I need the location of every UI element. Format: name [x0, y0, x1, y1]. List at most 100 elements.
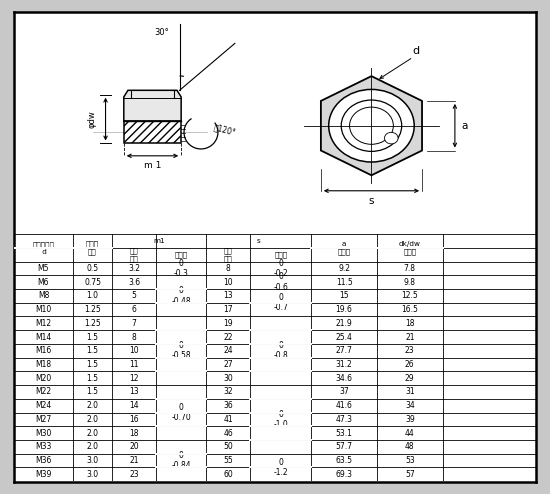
Text: 7: 7	[132, 319, 136, 328]
Text: 0
-1.0: 0 -1.0	[273, 410, 288, 429]
Text: M24: M24	[35, 401, 52, 410]
Text: M36: M36	[35, 456, 52, 465]
Text: 21.9: 21.9	[336, 319, 353, 328]
Text: m 1: m 1	[144, 161, 161, 170]
Text: 31.2: 31.2	[336, 360, 353, 369]
Text: dk/dw
（約）: dk/dw （約）	[399, 241, 421, 255]
Text: 13: 13	[129, 387, 139, 397]
Text: M10: M10	[35, 305, 52, 314]
Text: M14: M14	[35, 332, 52, 341]
Text: 47.3: 47.3	[336, 415, 353, 424]
Text: 許容差: 許容差	[274, 251, 287, 258]
Text: 0
-0.6: 0 -0.6	[273, 273, 288, 292]
Text: 0
-0.2: 0 -0.2	[273, 259, 288, 278]
Text: 13: 13	[223, 291, 233, 300]
Text: 1.5: 1.5	[86, 332, 98, 341]
Text: 60: 60	[223, 470, 233, 479]
Circle shape	[350, 107, 393, 144]
Text: s: s	[368, 196, 374, 206]
Text: 1.25: 1.25	[84, 319, 101, 328]
Text: M22: M22	[35, 387, 52, 397]
Text: 29: 29	[405, 374, 415, 383]
Circle shape	[341, 100, 402, 151]
Text: 14: 14	[129, 401, 139, 410]
Text: 12.5: 12.5	[402, 291, 418, 300]
Text: 48: 48	[405, 442, 415, 452]
Text: 7.8: 7.8	[404, 264, 416, 273]
Text: 11: 11	[129, 360, 139, 369]
Text: 0
-0.48: 0 -0.48	[172, 286, 191, 306]
Text: M8: M8	[38, 291, 49, 300]
Text: 23: 23	[405, 346, 415, 355]
Text: 3.0: 3.0	[86, 470, 98, 479]
Text: 1.5: 1.5	[86, 374, 98, 383]
Text: 63.5: 63.5	[336, 456, 353, 465]
Text: 57.7: 57.7	[336, 442, 353, 452]
Circle shape	[329, 89, 414, 162]
Text: M16: M16	[35, 346, 52, 355]
Text: 69.3: 69.3	[336, 470, 353, 479]
Text: 22: 22	[223, 332, 233, 341]
Text: 2.0: 2.0	[86, 429, 98, 438]
Text: 34.6: 34.6	[336, 374, 353, 383]
Text: 30°: 30°	[154, 28, 169, 37]
Text: 24: 24	[223, 346, 233, 355]
Text: 0
-0.7: 0 -0.7	[273, 293, 288, 313]
Text: 36: 36	[223, 401, 233, 410]
Text: 37: 37	[339, 387, 349, 397]
Text: 6: 6	[132, 305, 136, 314]
Text: 11.5: 11.5	[336, 278, 353, 287]
Text: M33: M33	[35, 442, 52, 452]
Text: 0
-0.70: 0 -0.70	[171, 403, 191, 422]
Text: 3.2: 3.2	[128, 264, 140, 273]
Polygon shape	[124, 90, 181, 122]
Text: 2.0: 2.0	[86, 415, 98, 424]
Text: 39: 39	[405, 415, 415, 424]
Text: 20: 20	[129, 442, 139, 452]
Text: M5: M5	[38, 264, 50, 273]
Text: a
（約）: a （約）	[338, 241, 351, 255]
Circle shape	[384, 132, 398, 144]
Text: 32: 32	[223, 387, 233, 397]
Text: 26: 26	[405, 360, 415, 369]
Text: 16: 16	[129, 415, 139, 424]
Text: 21: 21	[405, 332, 415, 341]
Text: M27: M27	[35, 415, 52, 424]
Text: 5: 5	[132, 291, 136, 300]
Text: M6: M6	[38, 278, 50, 287]
Text: 41.6: 41.6	[336, 401, 353, 410]
Text: 約120°: 約120°	[212, 123, 237, 137]
Text: 0.5: 0.5	[86, 264, 98, 273]
Text: s: s	[257, 238, 261, 244]
Text: 12: 12	[129, 374, 139, 383]
Text: 10: 10	[129, 346, 139, 355]
Text: 53: 53	[405, 456, 415, 465]
Text: 1.5: 1.5	[86, 387, 98, 397]
Polygon shape	[124, 122, 181, 143]
Text: 18: 18	[129, 429, 139, 438]
Text: ねじの呼び
 d: ねじの呼び d	[32, 241, 54, 255]
Text: 30: 30	[223, 374, 233, 383]
Text: 0
-0.84: 0 -0.84	[172, 451, 191, 470]
Text: 3.6: 3.6	[128, 278, 140, 287]
Text: 50: 50	[223, 442, 233, 452]
Text: 1.5: 1.5	[86, 346, 98, 355]
Text: 2.0: 2.0	[86, 442, 98, 452]
Text: 25.4: 25.4	[336, 332, 353, 341]
Text: 17: 17	[223, 305, 233, 314]
Text: M18: M18	[35, 360, 52, 369]
Text: a: a	[461, 121, 468, 131]
Text: φdw: φdw	[87, 110, 96, 128]
Text: m1: m1	[153, 238, 165, 244]
Text: 基準
寸法: 基準 寸法	[224, 247, 233, 262]
Text: 19: 19	[223, 319, 233, 328]
Text: M20: M20	[35, 374, 52, 383]
Text: M30: M30	[35, 429, 52, 438]
Text: 27.7: 27.7	[336, 346, 353, 355]
Polygon shape	[321, 76, 422, 175]
Text: 44: 44	[405, 429, 415, 438]
Text: ピッチ
細目: ピッチ 細目	[86, 241, 99, 255]
Text: 0
-0.58: 0 -0.58	[172, 341, 191, 361]
Text: 基準
寸法: 基準 寸法	[130, 247, 139, 262]
Text: 0
-1.2: 0 -1.2	[273, 458, 288, 477]
